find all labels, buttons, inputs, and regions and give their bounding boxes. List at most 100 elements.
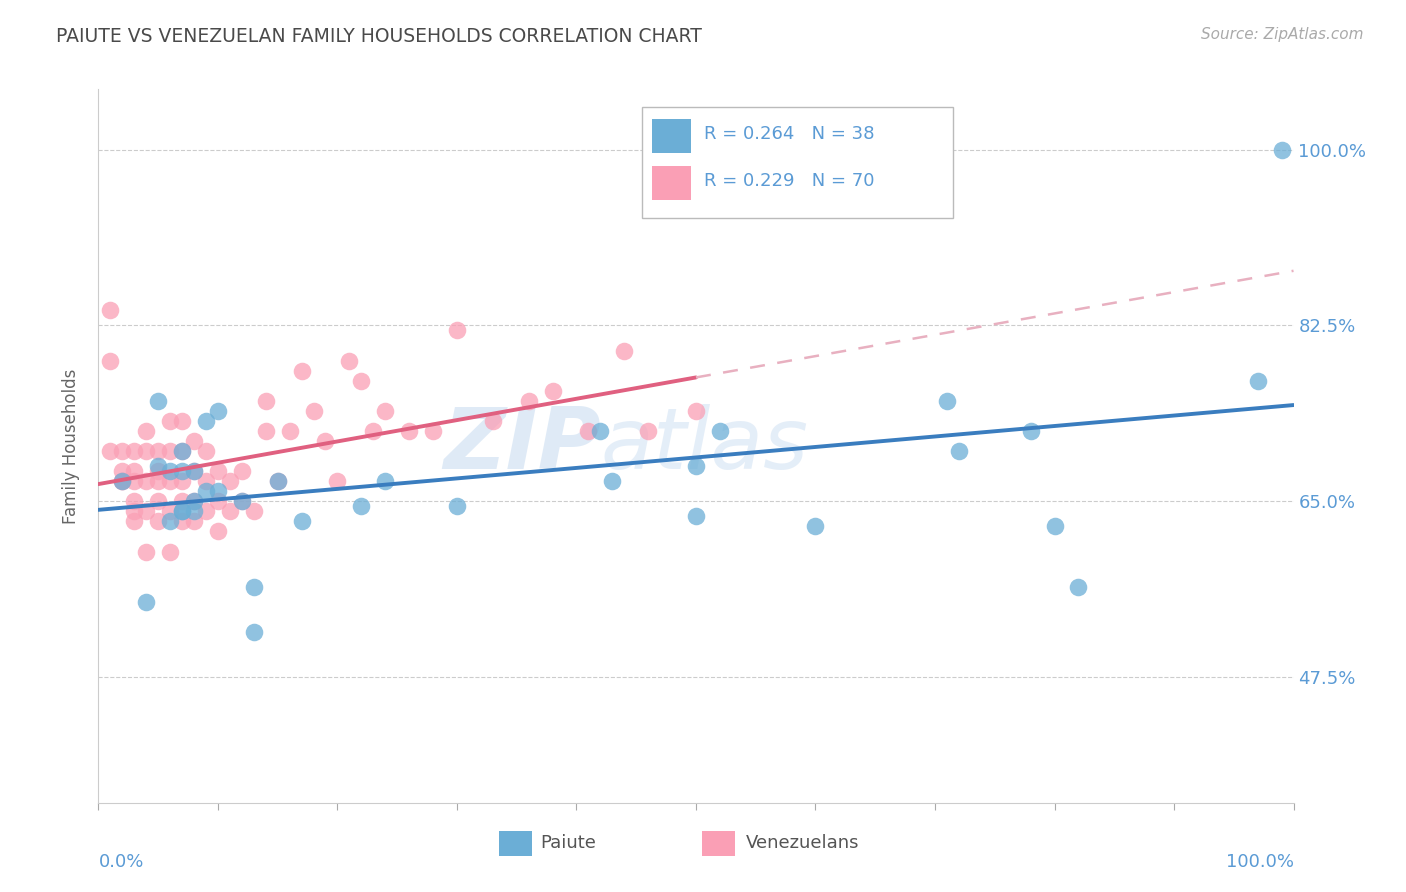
Point [135, 595, 157, 609]
Point [172, 504, 194, 518]
Point [172, 515, 194, 529]
Text: PAIUTE VS VENEZUELAN FAMILY HOUSEHOLDS CORRELATION CHART: PAIUTE VS VENEZUELAN FAMILY HOUSEHOLDS C… [56, 27, 702, 45]
Text: R = 0.264   N = 38: R = 0.264 N = 38 [704, 125, 875, 143]
Point [135, 424, 157, 438]
Point [602, 474, 624, 488]
Point [172, 504, 194, 518]
Text: atlas: atlas [600, 404, 808, 488]
Point [243, 504, 266, 518]
Point [98, 303, 122, 318]
Point [183, 464, 205, 478]
Point [541, 384, 564, 398]
Text: Paiute: Paiute [541, 835, 596, 853]
Point [350, 374, 373, 388]
Point [111, 474, 134, 488]
Point [124, 494, 146, 508]
Point [219, 474, 242, 488]
FancyBboxPatch shape [652, 166, 692, 200]
Point [936, 393, 959, 408]
Point [207, 404, 229, 418]
Point [685, 459, 707, 474]
Point [219, 504, 242, 518]
Point [231, 464, 253, 478]
Point [195, 474, 218, 488]
Point [278, 424, 301, 438]
FancyBboxPatch shape [652, 120, 692, 153]
Point [183, 515, 205, 529]
Point [589, 424, 612, 438]
FancyBboxPatch shape [499, 830, 533, 856]
Point [135, 444, 157, 458]
Point [291, 363, 314, 377]
Point [350, 500, 373, 514]
Point [135, 474, 157, 488]
Point [243, 580, 266, 594]
Point [398, 424, 420, 438]
Point [709, 424, 731, 438]
Point [159, 444, 181, 458]
Point [267, 474, 290, 488]
Point [578, 424, 600, 438]
Point [446, 323, 468, 337]
Point [254, 393, 277, 408]
Point [159, 414, 181, 428]
Point [124, 474, 146, 488]
Y-axis label: Family Households: Family Households [62, 368, 80, 524]
Point [183, 464, 205, 478]
Point [135, 504, 157, 518]
Point [172, 464, 194, 478]
Point [195, 484, 218, 499]
Point [172, 414, 194, 428]
Point [111, 464, 134, 478]
Point [172, 444, 194, 458]
Point [195, 504, 218, 518]
Point [1271, 143, 1294, 157]
Point [685, 509, 707, 524]
Point [159, 544, 181, 558]
Point [148, 474, 170, 488]
Point [98, 353, 122, 368]
Point [183, 494, 205, 508]
Point [124, 504, 146, 518]
Point [172, 474, 194, 488]
Point [291, 515, 314, 529]
Point [183, 494, 205, 508]
Text: 0.0%: 0.0% [98, 853, 143, 871]
Point [613, 343, 636, 358]
Point [111, 474, 134, 488]
Point [111, 444, 134, 458]
Point [159, 464, 181, 478]
Point [948, 444, 970, 458]
Point [231, 494, 253, 508]
Point [207, 464, 229, 478]
Text: 100.0%: 100.0% [1226, 853, 1294, 871]
Point [111, 474, 134, 488]
Point [1067, 580, 1090, 594]
Point [124, 464, 146, 478]
Point [148, 393, 170, 408]
Text: Source: ZipAtlas.com: Source: ZipAtlas.com [1201, 27, 1364, 42]
Point [326, 474, 349, 488]
Point [148, 444, 170, 458]
Point [159, 504, 181, 518]
Point [446, 500, 468, 514]
Point [1247, 374, 1270, 388]
Text: ZIP: ZIP [443, 404, 600, 488]
Point [315, 434, 337, 448]
FancyBboxPatch shape [702, 830, 735, 856]
FancyBboxPatch shape [643, 107, 953, 218]
Point [195, 414, 218, 428]
Point [339, 353, 361, 368]
Text: Venezuelans: Venezuelans [747, 835, 859, 853]
Point [1019, 424, 1042, 438]
Point [98, 444, 122, 458]
Point [1043, 519, 1066, 533]
Point [207, 484, 229, 499]
Point [183, 504, 205, 518]
Point [172, 494, 194, 508]
Point [243, 624, 266, 639]
Point [159, 474, 181, 488]
Point [481, 414, 505, 428]
Point [302, 404, 325, 418]
Point [267, 474, 290, 488]
